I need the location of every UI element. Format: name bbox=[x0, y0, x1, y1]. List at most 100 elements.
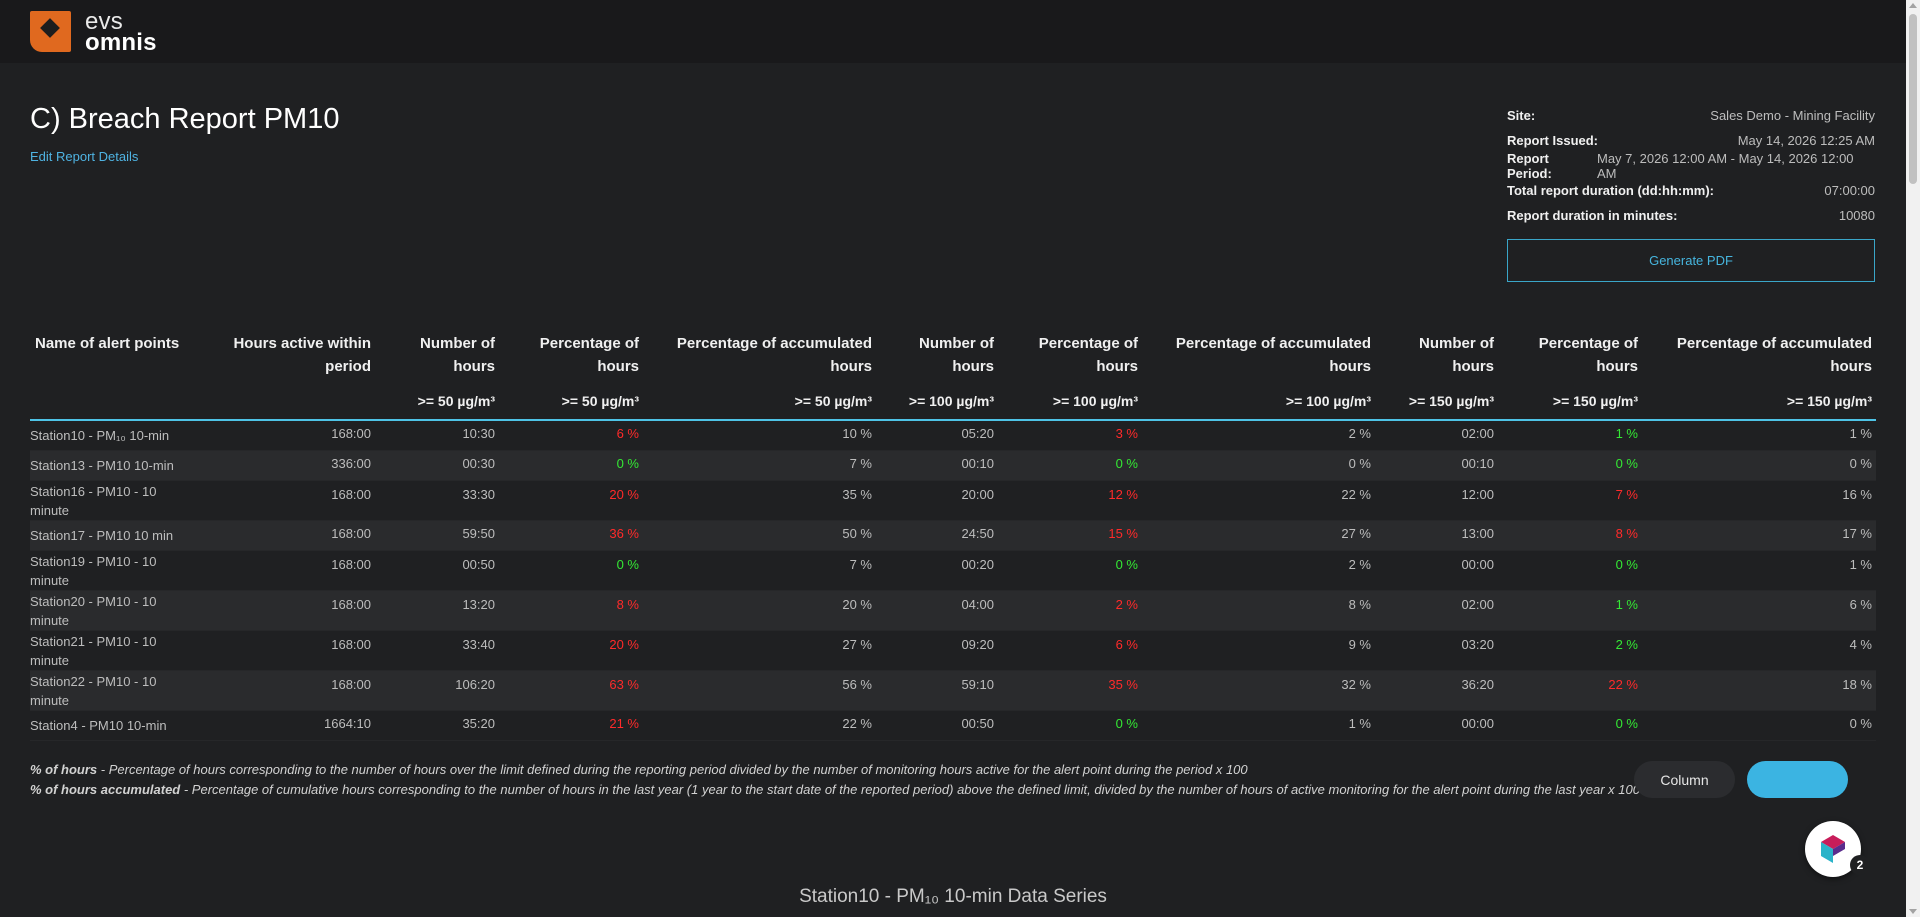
column-header[interactable]: Percentage of accumulated hours bbox=[1677, 332, 1872, 378]
footnote-term: % of hours accumulated bbox=[30, 782, 181, 797]
table-cell: 16 % bbox=[1842, 487, 1872, 502]
column-header[interactable]: Percentage of accumulated hours bbox=[677, 332, 872, 378]
alert-point-name: Station10 - PM₁₀ 10-min bbox=[30, 428, 170, 443]
table-row[interactable]: Station13 - PM10 10-min 336:00 00:30 0 % 7 %… bbox=[30, 451, 1876, 481]
table-cell: 1 % bbox=[1348, 716, 1371, 731]
table-cell: 33:30 bbox=[462, 487, 495, 502]
table-cell: 8 % bbox=[1615, 526, 1638, 541]
evs-omnis-logo[interactable]: evs omnis bbox=[30, 7, 157, 54]
table-cell: 13:20 bbox=[462, 597, 495, 612]
table-cell: 24:50 bbox=[961, 526, 994, 541]
table-cell: 17 % bbox=[1842, 526, 1872, 541]
table-cell: 18 % bbox=[1842, 677, 1872, 692]
alert-point-name: Station19 - PM10 - 10 minute bbox=[30, 554, 157, 588]
table-cell: 20 % bbox=[609, 487, 639, 502]
top-bar: evs omnis bbox=[0, 0, 1920, 63]
column-header[interactable]: Hours active within period bbox=[233, 332, 371, 378]
column-unit: >= 150 µg/m³ bbox=[1552, 393, 1638, 409]
table-cell: 168:00 bbox=[331, 426, 371, 441]
table-row[interactable]: Station4 - PM10 10-min 1664:10 35:20 21 % 22… bbox=[30, 711, 1876, 741]
alert-point-name: Station4 - PM10 10-min bbox=[30, 718, 167, 733]
column-view-button[interactable]: Column bbox=[1634, 761, 1735, 798]
table-cell: 04:00 bbox=[961, 597, 994, 612]
alert-point-name: Station20 - PM10 - 10 minute bbox=[30, 594, 157, 628]
table-row[interactable]: Station22 - PM10 - 10 minute 168:00 106:20… bbox=[30, 671, 1876, 711]
table-cell: 9 % bbox=[1348, 637, 1371, 652]
column-header[interactable]: Number of hours bbox=[420, 332, 495, 378]
column-header-line1: Percentage of bbox=[1538, 335, 1638, 352]
column-unit: >= 100 µg/m³ bbox=[1285, 393, 1371, 409]
table-row[interactable]: Station19 - PM10 - 10 minute 168:00 00:50 0… bbox=[30, 551, 1876, 591]
alert-point-name: Station21 - PM10 - 10 minute bbox=[30, 634, 157, 668]
table-cell: 2 % bbox=[1615, 637, 1638, 652]
table-cell: 20:00 bbox=[961, 487, 994, 502]
table-cell: 0 % bbox=[1849, 716, 1872, 731]
table-cell: 168:00 bbox=[331, 597, 371, 612]
table-cell: 56 % bbox=[842, 677, 872, 692]
table-cell: 22 % bbox=[1608, 677, 1638, 692]
column-header[interactable]: Percentage of hours bbox=[1039, 332, 1138, 378]
table-row[interactable]: Station16 - PM10 - 10 minute 168:00 33:30 2… bbox=[30, 481, 1876, 521]
table-cell: 27 % bbox=[1341, 526, 1371, 541]
table-cell: 10 % bbox=[842, 426, 872, 441]
table-cell: 00:50 bbox=[961, 716, 994, 731]
edit-report-details-link[interactable]: Edit Report Details bbox=[30, 149, 139, 164]
table-cell: 59:50 bbox=[462, 526, 495, 541]
table-cell: 0 % bbox=[1115, 716, 1138, 731]
alert-point-name: Station22 - PM10 - 10 minute bbox=[30, 674, 157, 708]
table-cell: 1 % bbox=[1849, 426, 1872, 441]
column-header[interactable]: Percentage of hours bbox=[1539, 332, 1638, 378]
column-header-line2: hours bbox=[597, 358, 639, 375]
table-cell: 0 % bbox=[616, 456, 639, 471]
column-header[interactable]: Number of hours bbox=[1419, 332, 1494, 378]
scrollbar-thumb[interactable] bbox=[1909, 14, 1917, 184]
table-cell: 12 % bbox=[1108, 487, 1138, 502]
scroll-up-icon[interactable] bbox=[1909, 3, 1917, 8]
table-row[interactable]: Station20 - PM10 - 10 minute 168:00 13:20 8… bbox=[30, 591, 1876, 631]
table-cell: 8 % bbox=[1348, 597, 1371, 612]
column-header-line2: hours bbox=[1830, 358, 1872, 375]
column-header-line2: hours bbox=[453, 358, 495, 375]
table-row[interactable]: Station21 - PM10 - 10 minute 168:00 33:40 2… bbox=[30, 631, 1876, 671]
table-cell: 6 % bbox=[616, 426, 639, 441]
column-unit: >= 150 µg/m³ bbox=[1408, 393, 1494, 409]
meta-value: 10080 bbox=[1838, 208, 1875, 223]
table-cell: 63 % bbox=[609, 677, 639, 692]
table-cell: 00:00 bbox=[1461, 716, 1494, 731]
table-cell: 0 % bbox=[1615, 456, 1638, 471]
alert-point-name: Station17 - PM10 10 min bbox=[30, 528, 174, 543]
table-cell: 00:10 bbox=[961, 456, 994, 471]
column-header[interactable]: Percentage of accumulated hours bbox=[1176, 332, 1371, 378]
data-series-title: Station10 - PM₁₀ 10-min Data Series bbox=[799, 886, 1107, 907]
breach-table: Name of alert points Hours active within p… bbox=[30, 335, 1876, 741]
column-header-line1: Percentage of bbox=[1038, 335, 1138, 352]
column-header[interactable]: Number of hours bbox=[919, 332, 994, 378]
alternate-view-button[interactable] bbox=[1747, 761, 1848, 798]
table-cell: 20 % bbox=[609, 637, 639, 652]
column-header-line1: Hours active within bbox=[233, 335, 371, 352]
meta-value: May 14, 2026 12:25 AM bbox=[1737, 133, 1875, 148]
logo-text-line1: evs bbox=[85, 7, 123, 35]
table-cell: 00:00 bbox=[1461, 557, 1494, 572]
table-row[interactable]: Station17 - PM10 10 min 168:00 59:50 36 % 50… bbox=[30, 521, 1876, 551]
column-header-line1: Number of bbox=[1419, 335, 1494, 352]
table-cell: 0 % bbox=[1615, 557, 1638, 572]
table-cell: 02:00 bbox=[1461, 426, 1494, 441]
table-cell: 1 % bbox=[1615, 426, 1638, 441]
column-header-line2: hours bbox=[952, 358, 994, 375]
footnote-text: - Percentage of cumulative hours corresp… bbox=[180, 782, 1640, 797]
scroll-down-icon[interactable] bbox=[1909, 909, 1917, 914]
meta-value: 07:00:00 bbox=[1824, 183, 1875, 198]
table-cell: 6 % bbox=[1115, 637, 1138, 652]
column-unit: >= 50 µg/m³ bbox=[561, 393, 639, 409]
table-cell: 00:10 bbox=[1461, 456, 1494, 471]
table-row[interactable]: Station10 - PM₁₀ 10-min 168:00 10:30 6 % 10 … bbox=[30, 421, 1876, 451]
column-header-line1: Number of bbox=[919, 335, 994, 352]
page-scrollbar[interactable] bbox=[1906, 0, 1920, 917]
generate-pdf-button[interactable]: Generate PDF bbox=[1507, 239, 1875, 282]
column-header[interactable]: Percentage of hours bbox=[540, 332, 639, 378]
table-cell: 106:20 bbox=[455, 677, 495, 692]
table-cell: 0 % bbox=[1849, 456, 1872, 471]
table-cell: 2 % bbox=[1348, 557, 1371, 572]
column-header[interactable]: Name of alert points bbox=[35, 332, 179, 355]
